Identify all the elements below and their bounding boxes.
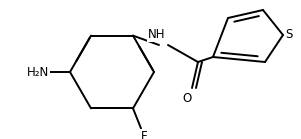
Text: S: S [285, 28, 293, 42]
Text: NH: NH [148, 28, 166, 40]
Text: O: O [182, 91, 192, 105]
Text: F: F [141, 130, 147, 139]
Text: H₂N: H₂N [27, 65, 49, 79]
